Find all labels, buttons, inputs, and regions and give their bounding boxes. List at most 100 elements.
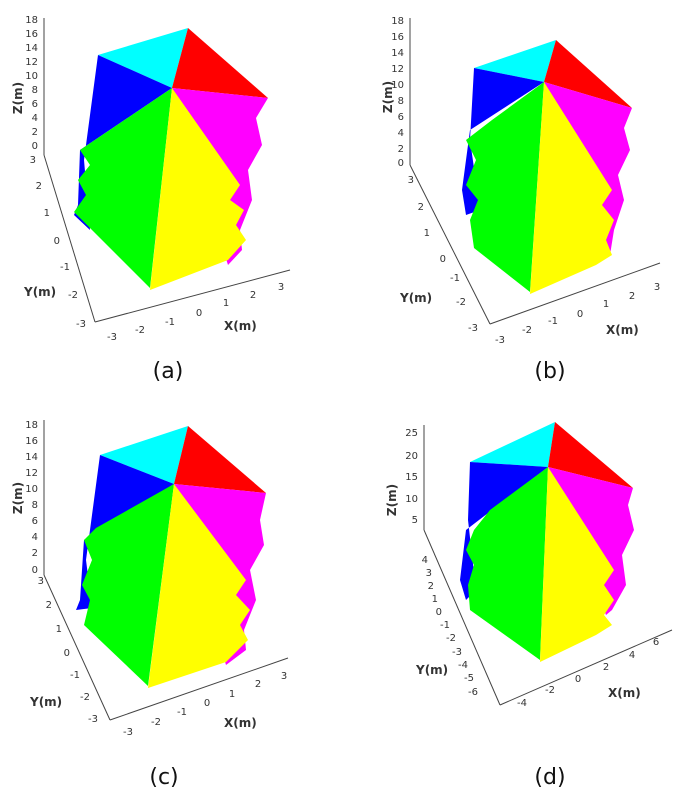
y-tick-label: -1	[60, 262, 70, 273]
face-blue	[76, 455, 174, 610]
z-axis-label: Z(m)	[11, 82, 25, 114]
z-tick-label: 4	[398, 128, 404, 139]
z-tick-label: 16	[25, 436, 38, 447]
z-tick-label: 4	[32, 532, 38, 543]
x-tick-label: 1	[223, 298, 229, 309]
y-axis-label: Y(m)	[23, 285, 56, 299]
z-tick-labels: 25 20 15 10 5	[405, 428, 418, 526]
z-tick-label: 18	[391, 16, 404, 27]
z-tick-label: 8	[32, 85, 38, 96]
panel-caption: (a)	[153, 359, 184, 384]
z-tick-label: 10	[391, 80, 404, 91]
face-blue	[460, 462, 548, 600]
y-tick-label: 3	[38, 576, 44, 587]
z-tick-label: 18	[25, 15, 38, 26]
y-tick-label: -2	[446, 633, 456, 644]
y-tick-label: -3	[468, 323, 478, 334]
x-tick-label: 0	[204, 698, 210, 709]
z-tick-label: 18	[25, 420, 38, 431]
z-tick-label: 6	[32, 516, 38, 527]
z-tick-label: 15	[405, 472, 418, 483]
y-tick-label: -6	[468, 687, 478, 698]
x-tick-labels: -4 -2 0 2 4 6	[517, 637, 659, 709]
face-cyan	[100, 426, 188, 484]
z-tick-label: 10	[405, 494, 418, 505]
y-axis-label: Y(m)	[415, 663, 448, 677]
z-axis-label: Z(m)	[381, 81, 395, 113]
x-tick-label: 2	[603, 662, 609, 673]
y-tick-label: 1	[44, 208, 50, 219]
y-tick-label: 2	[428, 581, 434, 592]
x-tick-label: 1	[229, 689, 235, 700]
y-tick-label: 3	[30, 155, 36, 166]
x-tick-label: 0	[575, 674, 581, 685]
z-tick-label: 4	[32, 113, 38, 124]
x-tick-label: 6	[653, 637, 659, 648]
x-tick-label: 1	[603, 299, 609, 310]
z-tick-label: 8	[398, 96, 404, 107]
z-tick-label: 20	[405, 451, 418, 462]
z-tick-labels: 18 16 14 12 10 8 6 4 2 0	[25, 420, 38, 576]
panel-caption: (c)	[149, 765, 178, 790]
x-tick-label: 3	[278, 282, 284, 293]
z-axis-label: Z(m)	[11, 482, 25, 514]
x-tick-label: -3	[107, 332, 117, 343]
x-tick-label: 2	[255, 679, 261, 690]
x-tick-label: -1	[548, 316, 558, 327]
face-blue	[74, 55, 172, 230]
x-tick-label: 0	[577, 309, 583, 320]
y-tick-label: 1	[56, 624, 62, 635]
x-tick-label: -4	[517, 698, 527, 709]
z-tick-label: 0	[398, 158, 404, 169]
z-tick-label: 8	[32, 500, 38, 511]
face-red	[548, 422, 633, 488]
face-green	[466, 467, 548, 660]
x-tick-label: -1	[177, 707, 187, 718]
x-axis-label: X(m)	[224, 716, 257, 730]
z-tick-label: 10	[25, 484, 38, 495]
z-tick-label: 2	[398, 144, 404, 155]
z-tick-label: 25	[405, 428, 418, 439]
face-green	[74, 88, 172, 288]
x-axis-label: X(m)	[608, 686, 641, 700]
y-tick-label: -3	[88, 714, 98, 725]
face-red	[174, 426, 266, 493]
z-tick-label: 0	[32, 141, 38, 152]
x-tick-label: -2	[522, 325, 532, 336]
z-tick-label: 2	[32, 127, 38, 138]
y-tick-labels: 3 2 1 0 -1 -2 -3	[38, 576, 98, 725]
z-axis-label: Z(m)	[385, 484, 399, 516]
panel-caption: (d)	[534, 765, 565, 790]
panel-b: 18 16 14 12 10 8 6 4 2 0 Z(m) 3 2 1 0 -1…	[381, 16, 660, 384]
x-tick-label: -2	[151, 717, 161, 728]
face-red	[544, 40, 632, 108]
y-tick-labels: 4 3 2 1 0 -1 -2 -3 -4 -5 -6	[422, 555, 478, 698]
z-tick-label: 10	[25, 71, 38, 82]
panel-caption: (b)	[534, 359, 565, 384]
y-tick-label: -5	[464, 673, 474, 684]
y-axis-label: Y(m)	[29, 695, 62, 709]
y-tick-label: -2	[456, 297, 466, 308]
y-tick-label: 0	[64, 648, 70, 659]
face-cyan	[470, 422, 555, 467]
y-tick-label: 2	[36, 181, 42, 192]
y-tick-label: -1	[70, 670, 80, 681]
y-tick-label: 4	[422, 555, 428, 566]
y-tick-label: -2	[68, 290, 78, 301]
y-tick-label: 1	[424, 228, 430, 239]
z-tick-label: 12	[25, 57, 38, 68]
x-tick-labels: -3 -2 -1 0 1 2 3	[107, 282, 284, 343]
y-tick-label: -4	[458, 660, 468, 671]
y-axis-label: Y(m)	[399, 291, 432, 305]
y-tick-label: 1	[432, 594, 438, 605]
face-yellow	[150, 88, 246, 290]
y-tick-labels: 3 2 1 0 -1 -2 -3	[408, 175, 478, 334]
face-yellow	[540, 467, 614, 662]
y-tick-labels: 3 2 1 0 -1 -2 -3	[30, 155, 86, 330]
x-tick-label: -2	[545, 685, 555, 696]
z-tick-label: 2	[32, 548, 38, 559]
y-tick-label: 0	[440, 254, 446, 265]
panel-a: 18 16 14 12 10 8 6 4 2 0 Z(m) 3 2 1 0 -1…	[11, 15, 291, 384]
z-tick-label: 6	[32, 99, 38, 110]
